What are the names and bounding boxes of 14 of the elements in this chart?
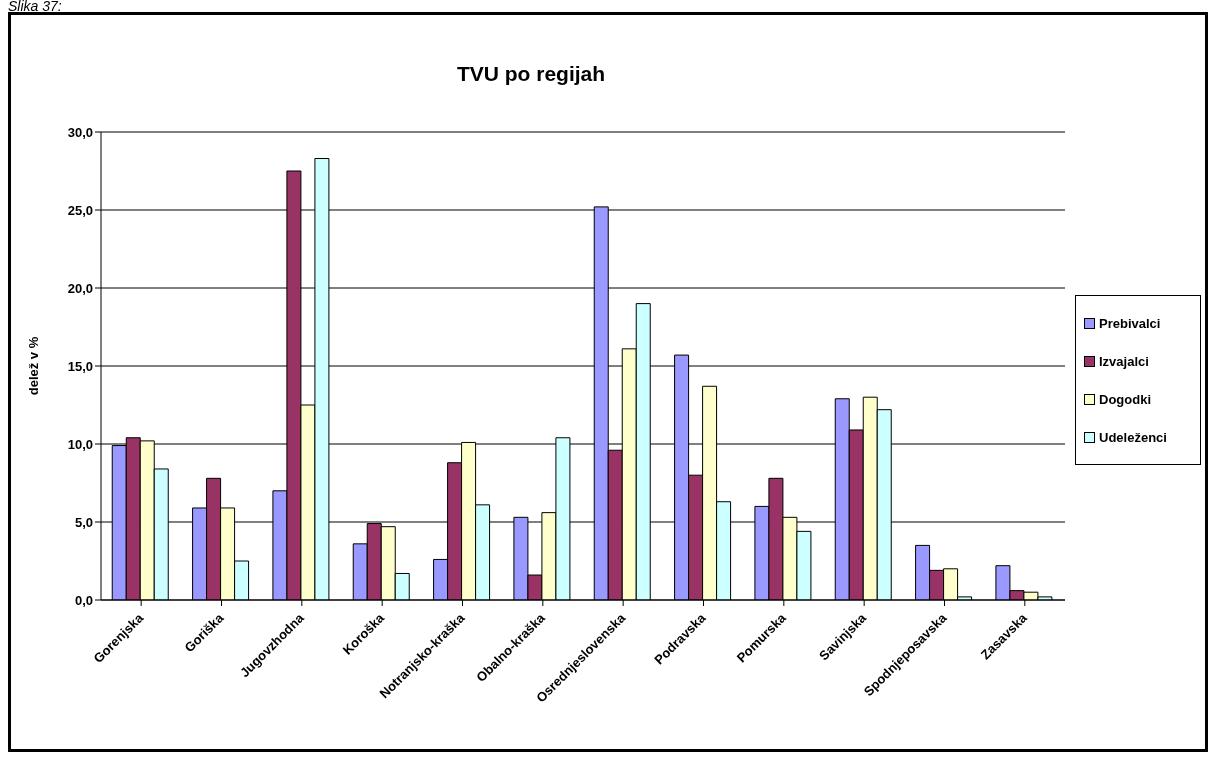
y-tick-label: 15,0 [67, 358, 93, 374]
y-tick-label: 30,0 [67, 124, 93, 140]
y-tick-label: 5,0 [74, 514, 93, 530]
y-axis-title: delež v % [25, 336, 41, 396]
legend-label: Dogodki [1099, 391, 1151, 407]
y-tick-label: 20,0 [67, 280, 93, 296]
y-tick-label: 10,0 [67, 436, 93, 452]
legend-label: Izvajalci [1099, 353, 1149, 369]
y-tick-label: 25,0 [67, 202, 93, 218]
chart-title: TVU po regijah [455, 62, 607, 86]
y-tick-label: 0,0 [74, 592, 93, 608]
text: Slika 37: [8, 0, 63, 14]
legend-label: Udeleženci [1099, 429, 1167, 445]
legend-label: Prebivalci [1099, 315, 1161, 331]
